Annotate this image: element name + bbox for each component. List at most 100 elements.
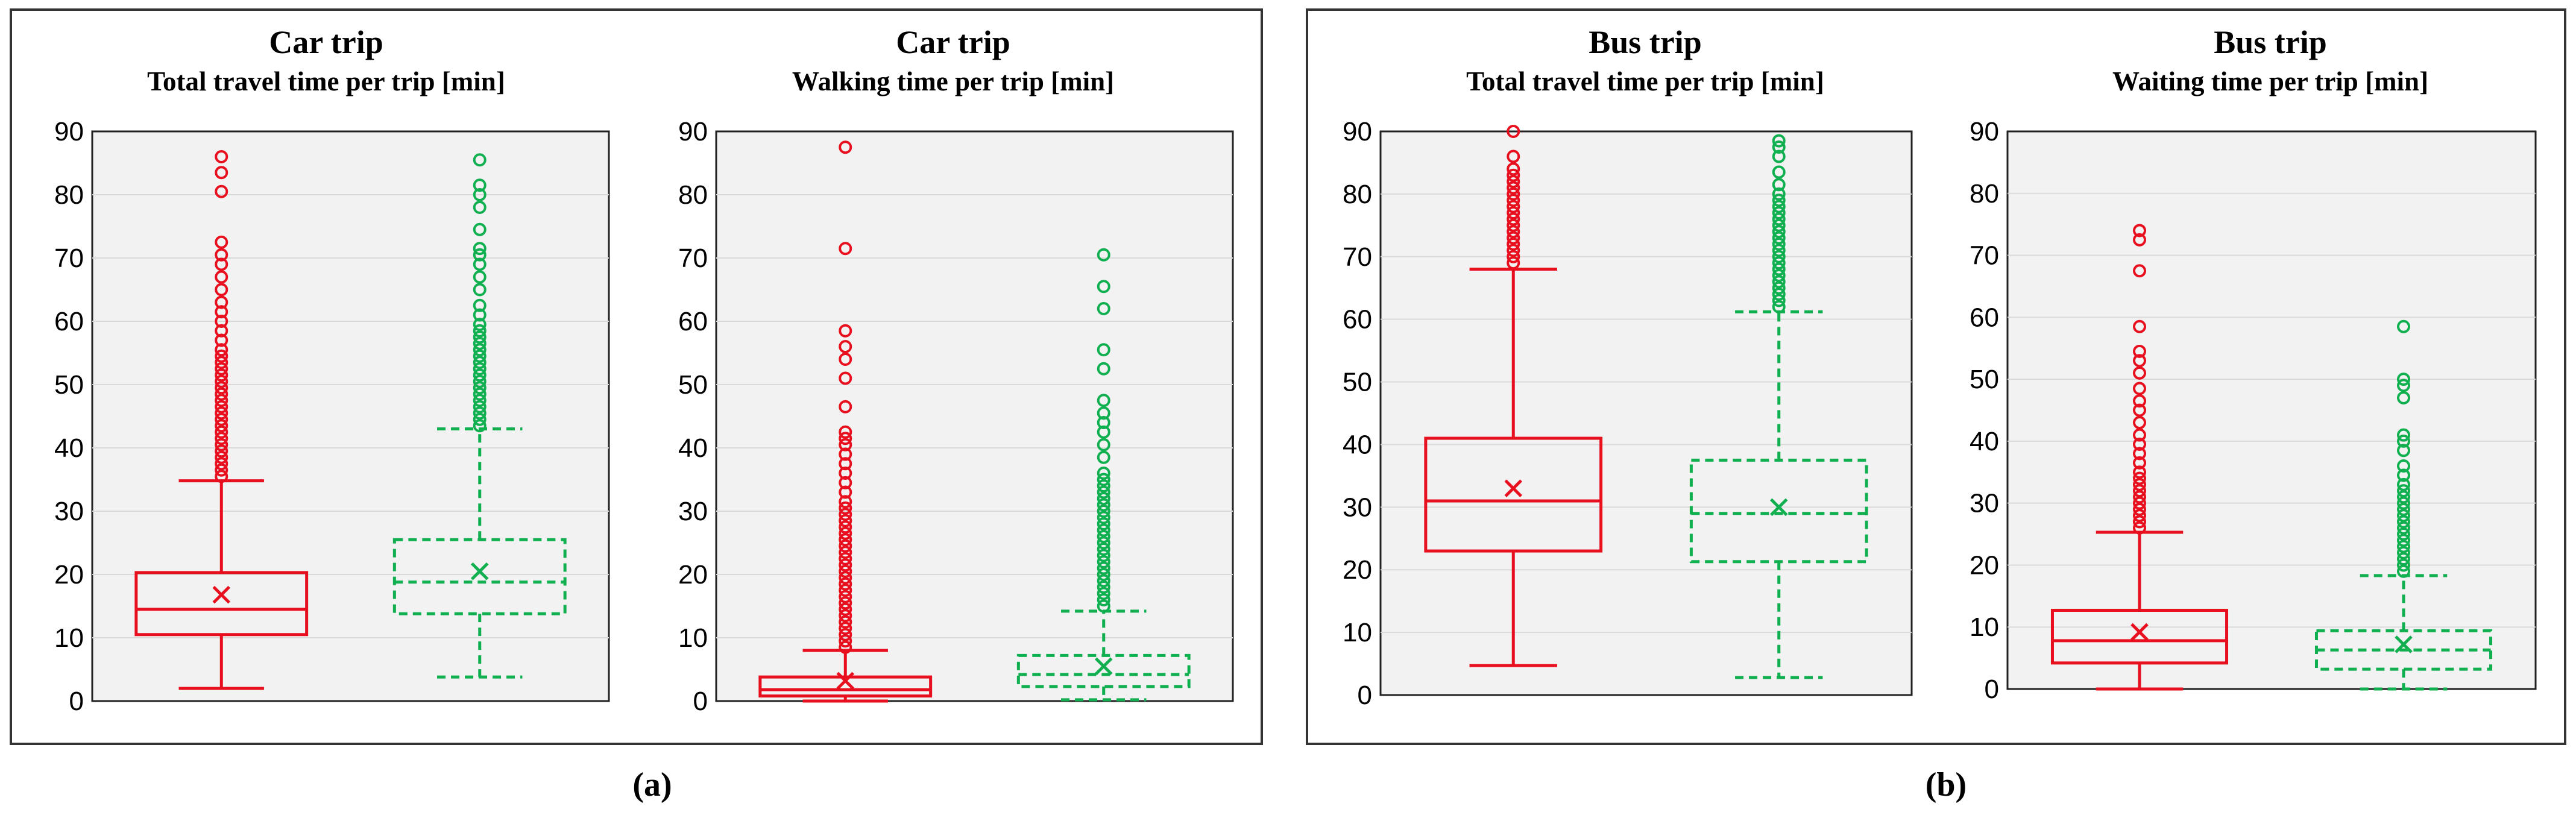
outlier-point <box>1507 238 1520 251</box>
outlier-point <box>1097 425 1110 439</box>
outlier-point <box>215 394 228 407</box>
outlier-point <box>1097 523 1110 537</box>
outlier-point <box>1507 193 1520 207</box>
outlier-point <box>1097 555 1110 568</box>
outlier-point <box>473 374 487 388</box>
outlier-point <box>2397 391 2410 404</box>
outlier-point <box>1772 300 1786 313</box>
outlier-point <box>1097 498 1110 512</box>
outlier-point <box>1507 175 1520 189</box>
outlier-point <box>1097 280 1110 294</box>
outlier-point <box>215 184 228 198</box>
outlier-point <box>839 615 852 629</box>
outlier-point <box>839 526 852 540</box>
outlier-point <box>1772 244 1786 257</box>
outlier-point <box>839 520 852 534</box>
outlier-point <box>2133 382 2146 395</box>
outlier-point <box>473 178 487 192</box>
y-tick-label: 40 <box>678 433 708 463</box>
outlier-point <box>839 501 852 515</box>
outlier-point <box>1772 140 1786 154</box>
mean-marker <box>1094 657 1113 676</box>
outlier-point <box>1097 362 1110 376</box>
outlier-point <box>215 432 228 445</box>
outlier-point <box>2397 477 2410 491</box>
outlier-point <box>1507 206 1520 220</box>
plot-area <box>715 130 1234 702</box>
outlier-point <box>215 463 228 477</box>
outlier-point <box>839 564 852 578</box>
chart-bus-waiting: Bus trip Waiting time per trip [min] 0 10… <box>1970 24 2537 704</box>
box-series-1 <box>134 150 309 690</box>
outlier-point <box>1097 485 1110 499</box>
chart-body: 0 10 20 30 40 50 60 70 80 90 <box>1343 117 1913 710</box>
y-tick-label: 60 <box>54 307 84 336</box>
mean-marker <box>1769 498 1788 517</box>
outlier-point <box>473 419 487 433</box>
panel-a-label: (a) <box>632 766 672 804</box>
outlier-point <box>215 166 228 180</box>
outlier-point <box>2397 521 2410 535</box>
outlier-point <box>839 476 852 489</box>
outlier-point <box>2133 344 2146 358</box>
outlier-point <box>215 356 228 370</box>
outlier-point <box>473 201 487 214</box>
y-tick-label: 50 <box>678 370 708 400</box>
y-tick-label: 70 <box>1970 241 1999 271</box>
chart-body: 0 10 20 30 40 50 60 70 80 90 <box>54 117 610 716</box>
outlier-point <box>215 257 228 271</box>
outlier-point <box>2397 540 2410 553</box>
outlier-point <box>473 257 487 271</box>
outlier-point <box>1507 256 1520 270</box>
outlier-point <box>2397 527 2410 541</box>
outlier-point <box>839 621 852 635</box>
outlier-point <box>1507 162 1520 176</box>
outlier-point <box>215 438 228 451</box>
outlier-point <box>1097 450 1110 464</box>
outlier-point <box>2133 416 2146 430</box>
outlier-point <box>473 412 487 426</box>
outlier-point <box>1097 473 1110 486</box>
outlier-point <box>1772 256 1786 270</box>
outlier-point <box>839 353 852 366</box>
outlier-point <box>1097 406 1110 420</box>
outlier-point <box>2397 428 2410 442</box>
y-tick-label: 70 <box>1343 242 1372 272</box>
outlier-point <box>215 374 228 388</box>
outlier-point <box>473 368 487 382</box>
y-tick-label: 30 <box>678 497 708 526</box>
outlier-point <box>839 602 852 616</box>
outlier-point <box>1097 561 1110 575</box>
outlier-point <box>2397 490 2410 504</box>
outlier-point <box>839 438 852 451</box>
outlier-point <box>1507 187 1520 201</box>
outlier-point <box>839 596 852 610</box>
mean-marker <box>2130 623 2149 641</box>
y-tick-label: 80 <box>54 180 84 210</box>
chart-body: 0 10 20 30 40 50 60 70 80 90 <box>678 117 1234 716</box>
outlier-point <box>1097 511 1110 524</box>
outlier-point <box>2397 558 2410 572</box>
outlier-point <box>215 368 228 382</box>
outlier-point <box>2133 233 2146 247</box>
outlier-point <box>1772 134 1786 148</box>
y-tick-label: 40 <box>1970 427 1999 456</box>
outlier-point <box>2133 264 2146 278</box>
y-tick-label: 50 <box>54 370 84 400</box>
outlier-point <box>2397 564 2410 578</box>
outlier-point <box>839 140 852 154</box>
outlier-point <box>1507 225 1520 239</box>
y-tick-label: 60 <box>1970 303 1999 332</box>
outlier-point <box>2397 546 2410 559</box>
outlier-point <box>2133 471 2146 485</box>
outlier-point <box>839 577 852 591</box>
plot-area <box>91 130 610 702</box>
chart-title: Bus trip <box>2214 24 2327 60</box>
chart-title: Car trip <box>896 24 1010 60</box>
y-tick-label: 0 <box>693 687 708 716</box>
outlier-point <box>2133 509 2146 523</box>
box-series-2 <box>1689 134 1868 679</box>
outlier-point <box>839 340 852 353</box>
outlier-point <box>215 412 228 426</box>
outlier-point <box>1772 238 1786 251</box>
